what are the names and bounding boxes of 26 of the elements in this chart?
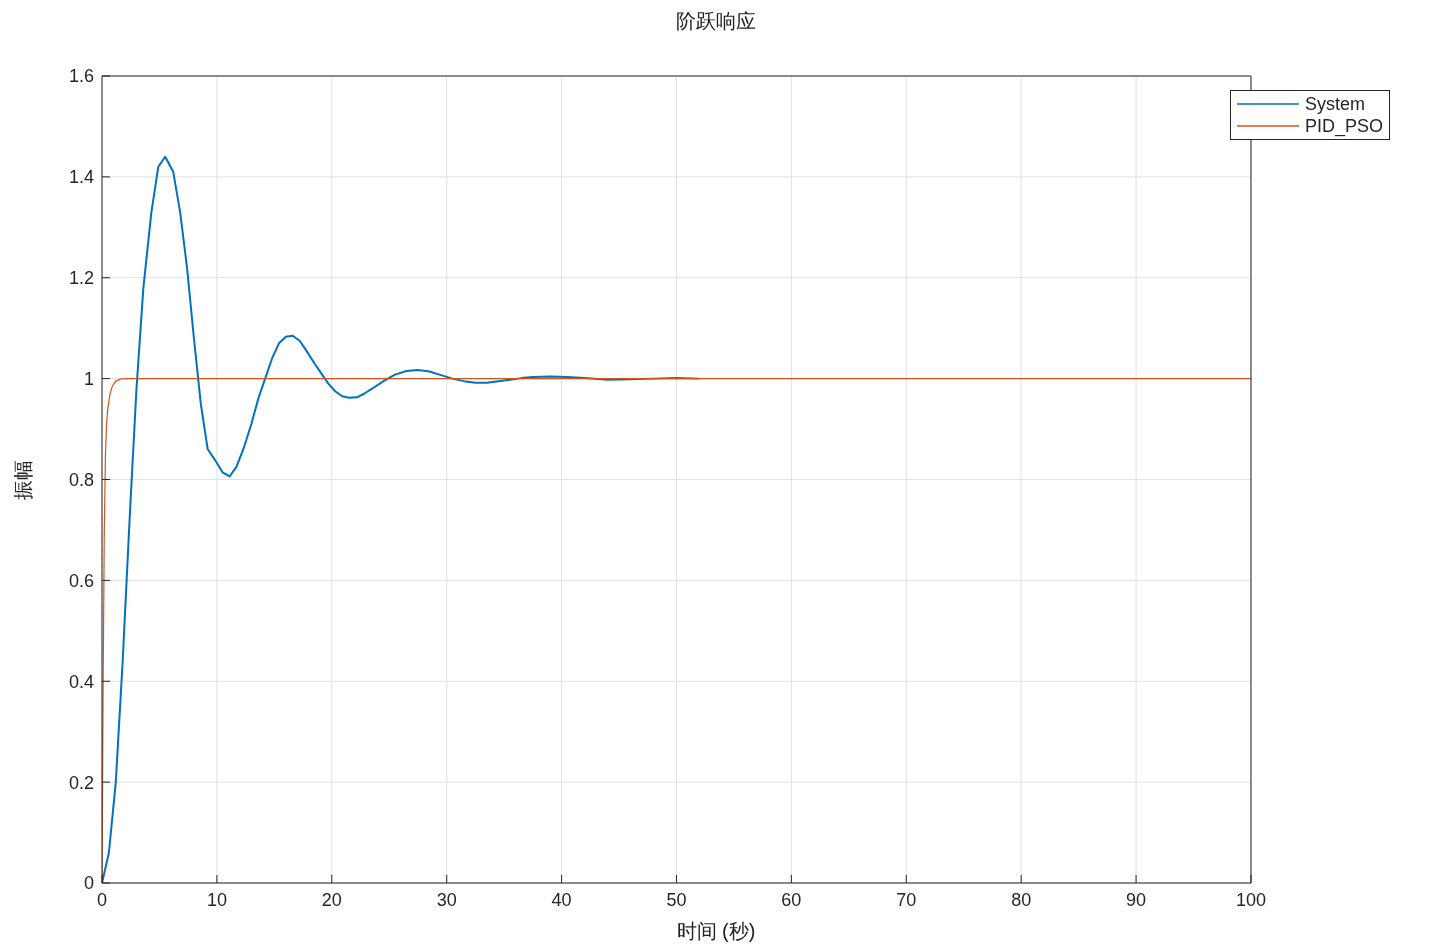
x-tick-label: 50 xyxy=(666,889,687,910)
line-series xyxy=(102,155,701,883)
y-tick-label: 0.2 xyxy=(68,772,94,793)
x-tick-label: 10 xyxy=(206,889,227,910)
y-tick-label: 0.4 xyxy=(68,671,94,692)
x-tick-label: 100 xyxy=(1235,889,1266,910)
y-tick-label: 0.6 xyxy=(68,570,94,591)
x-tick-label: 80 xyxy=(1011,889,1032,910)
legend-label: System xyxy=(1305,93,1366,115)
legend-label: PID_PSO xyxy=(1305,115,1384,137)
y-axis-title: 振幅 xyxy=(10,458,35,502)
y-tick-label: 1.2 xyxy=(68,268,94,289)
x-axis-title: 时间 (秒) xyxy=(675,919,757,944)
y-tick-label: 1 xyxy=(83,369,94,390)
y-tick-label: 1.6 xyxy=(68,66,94,87)
x-tick-label: 40 xyxy=(551,889,572,910)
x-tick-label: 20 xyxy=(321,889,342,910)
chart-title: 阶跃响应 xyxy=(675,9,757,34)
x-tick-label: 0 xyxy=(96,889,108,910)
y-tick-label: 0 xyxy=(83,873,94,894)
x-tick-label: 30 xyxy=(436,889,457,910)
x-tick-label: 60 xyxy=(781,889,802,910)
y-tick-label: 0.8 xyxy=(68,469,94,490)
x-tick-label: 70 xyxy=(896,889,917,910)
x-tick-label: 90 xyxy=(1126,889,1147,910)
y-tick-label: 1.4 xyxy=(68,167,94,188)
